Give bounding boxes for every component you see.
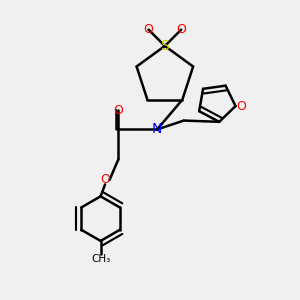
Text: CH₃: CH₃ [91,254,110,264]
Text: O: O [236,100,246,112]
Text: O: O [100,173,110,187]
Text: O: O [144,23,154,36]
Text: O: O [176,23,186,36]
Text: O: O [113,103,123,117]
Text: N: N [152,122,162,136]
Text: S: S [160,39,169,53]
